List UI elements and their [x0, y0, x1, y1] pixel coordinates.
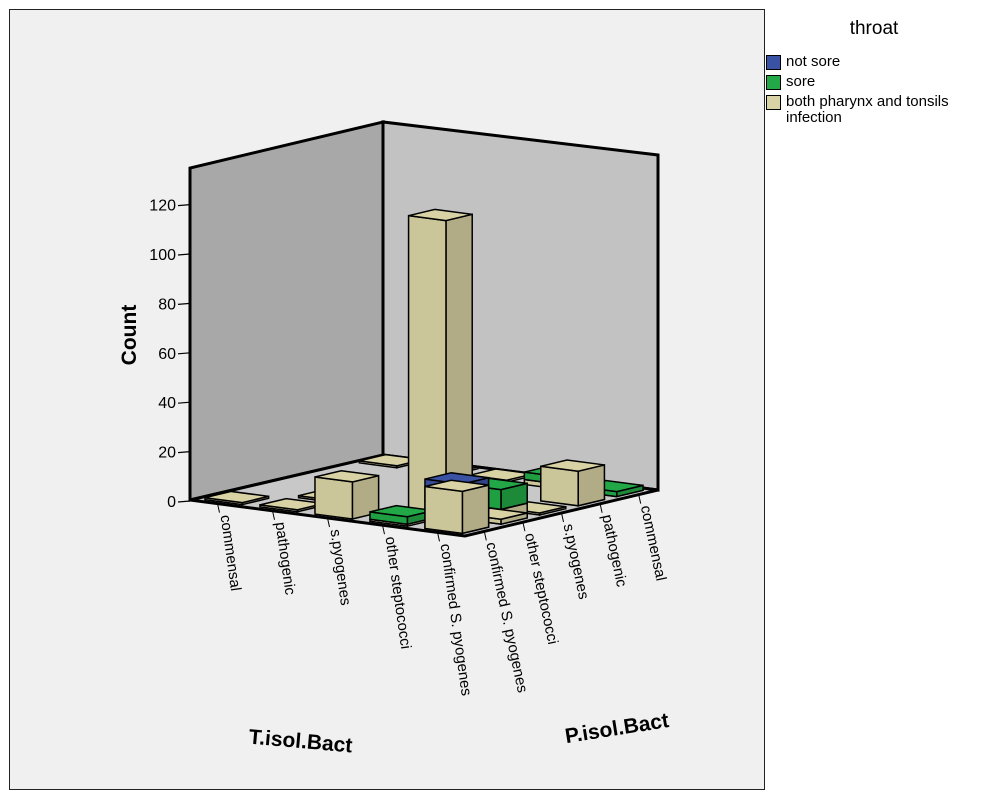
x-tick-mark — [217, 503, 220, 513]
y-tick-label: 20 — [158, 445, 176, 462]
legend-swatch — [766, 55, 781, 70]
z-tick-mark — [638, 494, 642, 504]
p-category-label: commensal — [637, 504, 670, 583]
p-category-label: other steptococci — [521, 531, 561, 645]
bar-segment — [540, 459, 606, 507]
legend-label: both pharynx and tonsils infection — [786, 93, 949, 126]
t-category-label: commensal — [217, 514, 245, 592]
legend-label: not sore — [786, 53, 841, 70]
y-tick-mark — [177, 352, 191, 355]
legend-item: sore — [766, 74, 982, 90]
z-tick-mark — [483, 531, 487, 541]
x-tick-mark — [382, 525, 385, 535]
bar-segment — [314, 470, 380, 520]
legend-swatch — [766, 95, 781, 110]
legend-title: throat — [849, 18, 899, 39]
y-tick-label: 60 — [158, 346, 176, 363]
p-category-label: s.pyogenes — [560, 522, 593, 601]
y-tick-mark — [177, 401, 191, 404]
z-axis-title: P.isol.Bact — [563, 709, 670, 748]
left-wall — [188, 120, 385, 502]
bar-segment — [424, 479, 490, 535]
y-tick-label: 40 — [158, 395, 176, 412]
x-tick-mark — [272, 510, 275, 520]
legend: throat not sore sore both pharynx and tons… — [766, 18, 982, 130]
x-tick-mark — [327, 517, 330, 528]
legend-item: both pharynx and tonsils infection — [766, 94, 982, 126]
y-tick-mark — [177, 204, 191, 207]
y-tick-label: 80 — [158, 296, 176, 313]
y-tick-label: 100 — [149, 247, 176, 264]
bar-segment — [407, 208, 473, 518]
legend-item: not sore — [766, 54, 982, 70]
t-category-label: other steptococci — [382, 535, 415, 650]
y-tick-mark — [177, 451, 191, 454]
z-tick-mark — [522, 522, 526, 532]
x-tick-mark — [437, 532, 440, 542]
x-axis-title: T.isol.Bact — [248, 726, 353, 758]
z-tick-mark — [599, 503, 603, 513]
t-category-label: confirmed S. pyogenes — [437, 543, 475, 697]
y-tick-label: 0 — [167, 494, 176, 511]
legend-swatch — [766, 75, 781, 90]
p-category-label: confirmed S. pyogenes — [482, 541, 531, 695]
y-tick-mark — [177, 253, 191, 256]
t-category-label: s.pyogenes — [327, 528, 355, 606]
y-tick-label: 120 — [149, 198, 176, 215]
y-axis-title: Count — [118, 305, 141, 366]
y-tick-mark — [177, 302, 191, 305]
z-tick-mark — [561, 512, 564, 523]
legend-label: sore — [786, 73, 816, 90]
t-category-label: pathogenic — [272, 521, 299, 597]
p-category-label: pathogenic — [598, 513, 630, 589]
bar-segment — [204, 490, 270, 506]
y-tick-mark — [177, 500, 191, 503]
